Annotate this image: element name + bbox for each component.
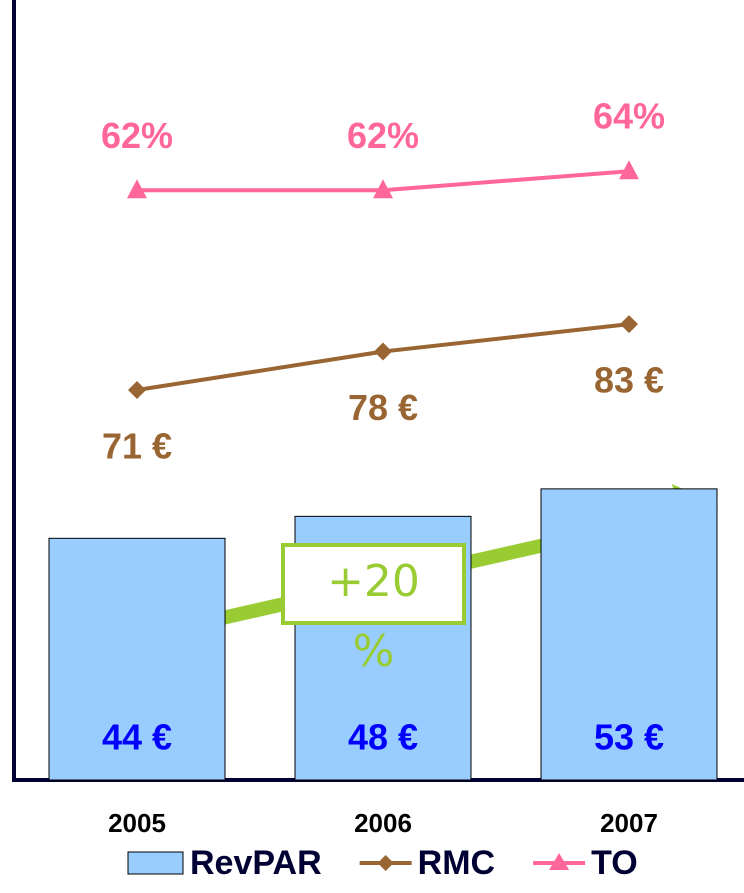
bar	[48, 537, 226, 781]
legend-label: TO	[591, 844, 638, 882]
x-tick-label: 2005	[108, 808, 166, 838]
data-label: 64%	[593, 96, 665, 137]
x-tick-label: 2007	[600, 808, 658, 838]
bar-label: 44 €	[102, 717, 172, 758]
legend-label: RMC	[418, 844, 495, 882]
data-label: 71 €	[102, 426, 172, 467]
data-label: 62%	[347, 115, 419, 156]
marker	[127, 179, 147, 199]
bar	[540, 488, 718, 781]
marker	[619, 160, 639, 180]
legend-marker	[549, 853, 570, 870]
marker	[374, 342, 392, 361]
legend-swatch	[127, 851, 184, 875]
legend-marker	[377, 855, 394, 871]
marker	[373, 179, 393, 199]
marker	[128, 381, 146, 399]
legend-label: RevPAR	[190, 844, 322, 882]
data-label: 62%	[101, 115, 173, 156]
data-label: 78 €	[348, 387, 418, 428]
annotation: +20 %	[281, 543, 466, 677]
x-tick-label: 2006	[354, 808, 412, 838]
marker	[620, 315, 638, 334]
data-label: 83 €	[594, 360, 664, 401]
bar-label: 53 €	[594, 717, 664, 758]
bar-label: 48 €	[348, 717, 418, 758]
